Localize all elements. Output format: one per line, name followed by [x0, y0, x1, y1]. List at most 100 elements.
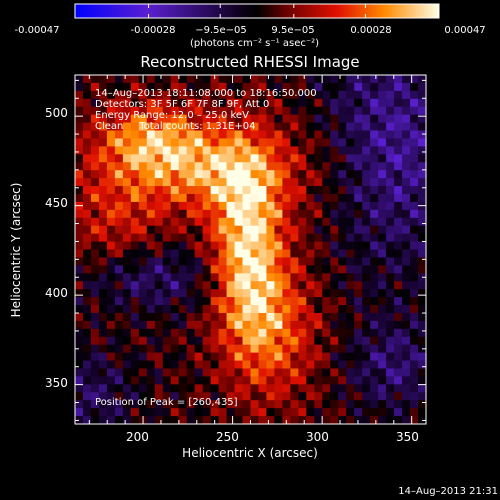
heatmap-cell — [330, 186, 339, 195]
heatmap-cell — [298, 392, 307, 401]
heatmap-cell — [258, 384, 268, 393]
heatmap-cell — [370, 328, 379, 338]
heatmap-cell — [338, 384, 347, 393]
heatmap-cell — [378, 265, 387, 274]
heatmap-cell — [402, 336, 411, 346]
heatmap-cell — [378, 209, 387, 219]
heatmap-cell — [306, 186, 315, 195]
heatmap-cell — [298, 257, 307, 266]
heatmap-cell — [98, 265, 108, 274]
heatmap-cell — [106, 114, 116, 124]
heatmap-cell — [338, 75, 347, 84]
heatmap-cell — [170, 170, 180, 179]
heatmap-cell — [194, 90, 204, 100]
heatmap-cell — [330, 241, 339, 251]
heatmap-cell — [75, 138, 84, 147]
heatmap-cell — [306, 305, 315, 314]
heatmap-cell — [298, 336, 307, 346]
heatmap-cell — [242, 312, 252, 322]
heatmap-cell — [290, 82, 299, 92]
heatmap-cell — [306, 146, 315, 155]
heatmap-cell — [274, 376, 284, 385]
heatmap-cell — [202, 122, 212, 132]
heatmap-cell — [362, 416, 371, 425]
heatmap-cell — [186, 289, 196, 298]
heatmap-cell — [138, 170, 148, 179]
heatmap-cell — [330, 193, 339, 203]
heatmap-cell — [354, 265, 363, 274]
heatmap-cell — [218, 178, 228, 187]
heatmap-cell — [98, 312, 108, 322]
heatmap-cell — [298, 162, 307, 171]
heatmap-cell — [346, 217, 355, 227]
heatmap-cell — [210, 170, 220, 179]
heatmap-cell — [146, 352, 156, 362]
heatmap-cell — [146, 416, 156, 425]
heatmap-cell — [130, 225, 140, 235]
heatmap-cell — [258, 328, 268, 338]
heatmap-cell — [314, 75, 323, 84]
heatmap-cell — [186, 90, 196, 100]
heatmap-cell — [370, 416, 379, 425]
heatmap-cell — [242, 265, 252, 274]
heatmap-cell — [178, 416, 188, 425]
heatmap-cell — [298, 305, 307, 314]
heatmap-cell — [202, 75, 212, 84]
heatmap-cell — [186, 82, 196, 92]
heatmap-cell — [210, 352, 220, 362]
heatmap-cell — [82, 241, 92, 251]
heatmap-cell — [210, 82, 220, 92]
heatmap-cell — [194, 146, 204, 155]
heatmap-cell — [338, 320, 347, 330]
heatmap-cell — [154, 289, 164, 298]
heatmap-cell — [194, 178, 204, 187]
heatmap-cell — [338, 146, 347, 155]
heatmap-cell — [354, 82, 363, 92]
heatmap-cell — [226, 209, 236, 219]
heatmap-cell — [314, 241, 323, 251]
heatmap-cell — [314, 138, 323, 147]
heatmap-cell — [138, 281, 148, 290]
heatmap-cell — [402, 328, 411, 338]
heatmap-cell — [162, 114, 172, 124]
heatmap-cell — [410, 225, 419, 235]
heatmap-cell — [194, 217, 204, 227]
heatmap-cell — [290, 186, 299, 195]
heatmap-cell — [226, 384, 236, 393]
heatmap-cell — [338, 201, 347, 211]
heatmap-cell — [130, 312, 140, 322]
heatmap-cell — [354, 297, 363, 306]
heatmap-cell — [242, 217, 252, 227]
heatmap-cell — [370, 90, 379, 100]
heatmap-cell — [138, 233, 148, 243]
heatmap-cell — [114, 352, 124, 362]
heatmap-cell — [370, 98, 379, 108]
heatmap-cell — [202, 241, 212, 251]
heatmap-cell — [146, 376, 156, 385]
heatmap-cell — [234, 241, 244, 251]
heatmap-cell — [402, 162, 411, 171]
heatmap-cell — [210, 178, 220, 187]
heatmap-cell — [402, 241, 411, 251]
heatmap-cell — [330, 289, 339, 298]
heatmap-cell — [226, 217, 236, 227]
heatmap-cell — [346, 400, 355, 409]
heatmap-cell — [186, 384, 196, 393]
heatmap-cell — [322, 312, 331, 322]
heatmap-cell — [234, 146, 244, 155]
heatmap-cell — [370, 249, 379, 259]
heatmap-cell — [258, 392, 268, 401]
heatmap-cell — [130, 98, 140, 108]
heatmap-cell — [130, 90, 140, 100]
heatmap-cell — [394, 186, 403, 195]
heatmap-cell — [322, 265, 331, 274]
heatmap-cell — [266, 257, 276, 266]
heatmap-cell — [82, 201, 92, 211]
heatmap-cell — [90, 328, 100, 338]
heatmap-cell — [298, 82, 307, 92]
heatmap-cell — [346, 305, 355, 314]
heatmap-cell — [98, 154, 108, 163]
heatmap-cell — [170, 368, 180, 378]
heatmap-cell — [354, 146, 363, 155]
heatmap-cell — [234, 352, 244, 362]
